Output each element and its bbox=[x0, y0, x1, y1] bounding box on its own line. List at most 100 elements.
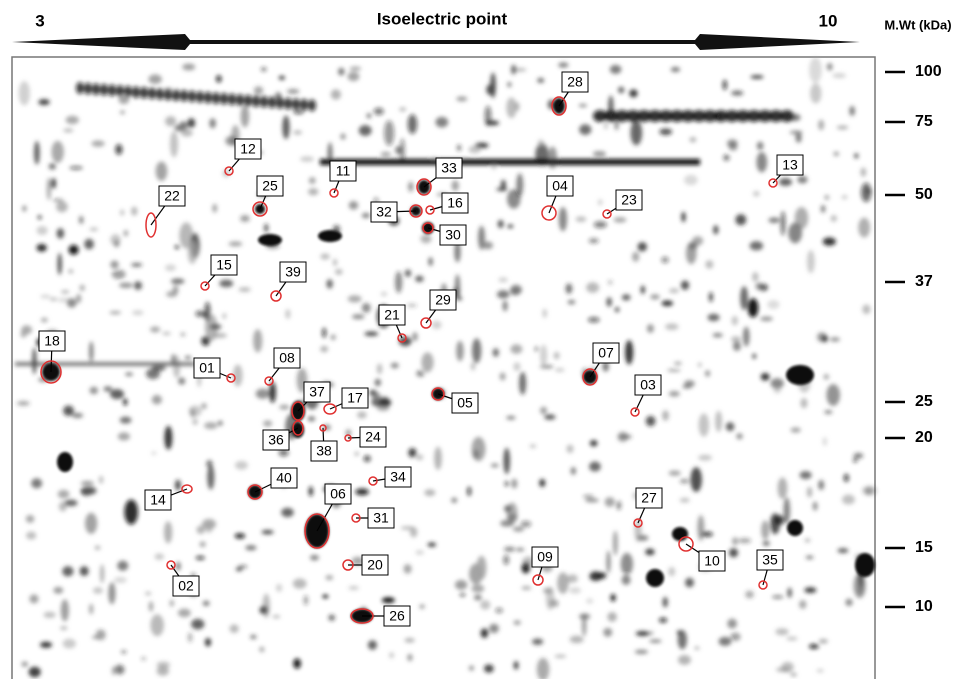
gel-spot bbox=[51, 178, 56, 189]
gel-spot bbox=[164, 89, 172, 101]
gel-spot bbox=[91, 140, 104, 146]
gel-spot bbox=[504, 481, 509, 486]
spot-label: 11 bbox=[336, 163, 351, 179]
gel-spot bbox=[767, 300, 779, 309]
gel-spot bbox=[614, 217, 627, 222]
gel-spot bbox=[684, 175, 698, 186]
gel-spot bbox=[38, 99, 50, 105]
gel-spot bbox=[705, 370, 710, 376]
mw-value: 37 bbox=[915, 273, 933, 290]
gel-spot bbox=[384, 120, 394, 146]
gel-spot bbox=[428, 257, 433, 266]
gel-spot bbox=[826, 384, 840, 406]
gel-spot bbox=[775, 628, 788, 635]
gel-spot bbox=[532, 638, 543, 644]
gel-spot bbox=[196, 91, 204, 103]
gel-spot bbox=[359, 125, 372, 136]
gel-spot bbox=[89, 604, 94, 615]
gel-spot bbox=[579, 613, 590, 619]
spot-label: 09 bbox=[537, 549, 553, 565]
gel-spot bbox=[416, 370, 425, 377]
gel-spot bbox=[663, 597, 668, 608]
gel-spot bbox=[646, 416, 656, 426]
gel-spot bbox=[588, 317, 600, 323]
gel-spot bbox=[259, 647, 264, 653]
gel-spot bbox=[68, 269, 73, 273]
gel-spot bbox=[331, 89, 341, 99]
gel-spot bbox=[170, 600, 174, 607]
gel-spot bbox=[100, 564, 104, 583]
gel-spot bbox=[175, 245, 180, 248]
gel-spot bbox=[112, 269, 126, 279]
gel-spot bbox=[824, 195, 829, 200]
gel-spot bbox=[540, 345, 547, 367]
gel-spot bbox=[181, 129, 193, 137]
gel-spot bbox=[421, 234, 432, 243]
spot-label: 26 bbox=[389, 608, 405, 624]
gel-spot bbox=[256, 389, 270, 399]
gel-spot bbox=[506, 97, 516, 118]
spot-label: 24 bbox=[365, 429, 381, 445]
gel-spot bbox=[110, 261, 118, 269]
gel-spot bbox=[669, 391, 680, 397]
gel-spot bbox=[686, 242, 697, 264]
gel-spot bbox=[415, 550, 424, 555]
gel-spot bbox=[662, 410, 669, 421]
gel-spot bbox=[56, 201, 68, 212]
gel-spot bbox=[22, 205, 26, 211]
gel-spot bbox=[156, 162, 168, 182]
gel-spot bbox=[752, 354, 756, 359]
gel-spot bbox=[498, 220, 504, 228]
gel-spot bbox=[780, 211, 785, 236]
gel-spot bbox=[705, 260, 713, 269]
gel-spot bbox=[661, 257, 669, 263]
gel-spot bbox=[229, 242, 243, 247]
gel-spot bbox=[804, 587, 816, 593]
gel-spot bbox=[669, 471, 681, 476]
gel-spot bbox=[364, 332, 378, 336]
gel-spot bbox=[823, 437, 827, 446]
gel-spot bbox=[57, 253, 61, 275]
gel-spot bbox=[202, 311, 207, 318]
gel-spot bbox=[320, 254, 329, 260]
gel-spot bbox=[760, 317, 773, 321]
gel-spot bbox=[195, 556, 205, 560]
spot-label: 31 bbox=[373, 510, 389, 526]
gel-spot bbox=[559, 207, 567, 231]
mw-value: 20 bbox=[915, 429, 933, 446]
gel-spot bbox=[689, 137, 696, 142]
gel-spot bbox=[805, 539, 810, 543]
gel-spot bbox=[89, 227, 98, 231]
gel-spot bbox=[204, 92, 212, 104]
gel-spot bbox=[250, 635, 256, 639]
gel-spot bbox=[185, 356, 191, 359]
spot-label: 32 bbox=[376, 204, 392, 220]
gel-spot bbox=[460, 593, 466, 597]
gel-spot bbox=[293, 110, 304, 114]
gel-spot bbox=[665, 323, 678, 330]
gel-spot bbox=[335, 269, 343, 275]
gel-spot bbox=[799, 600, 806, 609]
gel-spot bbox=[604, 122, 609, 130]
gel-spot bbox=[114, 577, 127, 583]
gel-spot bbox=[236, 94, 244, 106]
gel-spot bbox=[172, 89, 180, 101]
gel-spot bbox=[501, 180, 506, 190]
gel-spot bbox=[638, 242, 647, 251]
gel-spot bbox=[790, 131, 803, 135]
gel-spot bbox=[790, 673, 797, 677]
gel-spot bbox=[672, 527, 688, 541]
gel-spot bbox=[709, 292, 713, 302]
gel-spot bbox=[61, 599, 69, 621]
gel-spot bbox=[756, 152, 767, 172]
gel-spot bbox=[79, 285, 85, 291]
gel-spot bbox=[99, 476, 104, 484]
gel-spot bbox=[218, 421, 223, 426]
gel-spot bbox=[520, 521, 531, 527]
gel-spot bbox=[500, 520, 513, 527]
gel-spot bbox=[776, 667, 789, 672]
gel-spot bbox=[362, 303, 371, 313]
gel-spot bbox=[809, 57, 822, 83]
gel-spot bbox=[603, 628, 612, 637]
gel-spot bbox=[589, 462, 601, 472]
